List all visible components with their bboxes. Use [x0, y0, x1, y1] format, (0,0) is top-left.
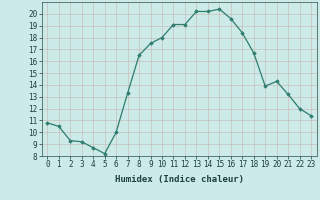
- X-axis label: Humidex (Indice chaleur): Humidex (Indice chaleur): [115, 175, 244, 184]
